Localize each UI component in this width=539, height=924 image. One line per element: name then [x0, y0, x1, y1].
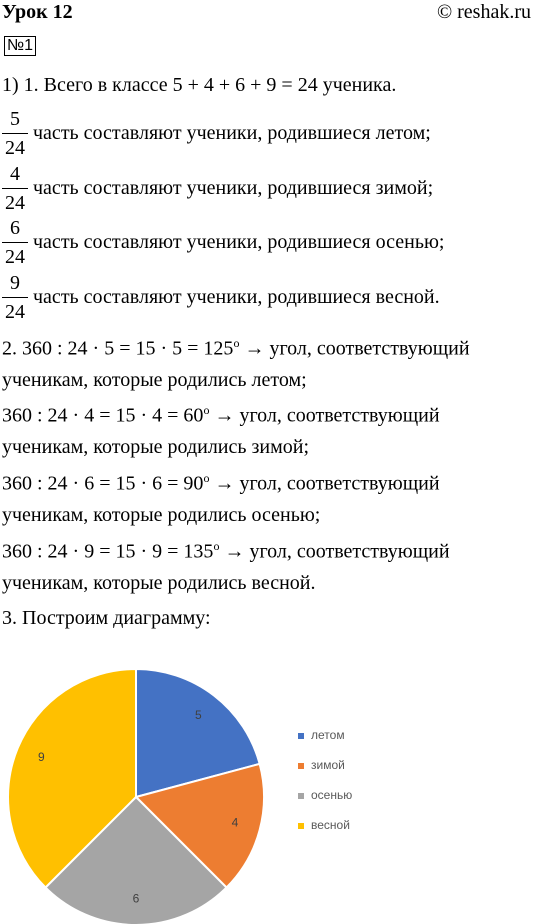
degree: o — [233, 336, 240, 350]
degree: o — [203, 471, 210, 485]
legend-swatch — [298, 823, 304, 829]
angle-text: → угол, соответствующий — [219, 540, 450, 563]
data-label: 4 — [232, 816, 239, 830]
denominator: 24 — [5, 137, 25, 159]
expression: 360 : 24 · 9 = 15 · 9 = 135 — [2, 540, 214, 563]
angle-line: 360 : 24 · 9 = 15 · 9 = 135o → угол, соо… — [2, 540, 450, 562]
legend-swatch — [298, 793, 304, 799]
data-label: 9 — [38, 750, 45, 764]
expression: 2. 360 : 24 · 5 = 15 · 5 = 125 — [2, 337, 234, 360]
fraction: 5 24 — [2, 108, 28, 160]
legend-label: летом — [311, 728, 345, 742]
fraction: 9 24 — [2, 272, 28, 324]
legend-label: зимой — [311, 758, 345, 772]
numerator: 9 — [2, 272, 28, 298]
angle-text: → угол, соответствующий — [239, 337, 470, 360]
degree: o — [213, 539, 220, 553]
legend-label: весной — [311, 818, 350, 832]
expression: 360 : 24 · 6 = 15 · 6 = 90 — [2, 472, 204, 495]
lesson-title: Урок 12 — [2, 1, 73, 23]
numerator: 5 — [2, 108, 28, 134]
fraction-text: часть составляют ученики, родившиеся осе… — [33, 231, 445, 253]
fraction: 6 24 — [2, 217, 28, 269]
task-number: №1 — [4, 36, 37, 56]
angle-next: ученикам, которые родились зимой; — [2, 436, 310, 458]
legend-swatch — [298, 763, 304, 769]
angle-line: 360 : 24 · 4 = 15 · 4 = 60o → угол, соот… — [2, 404, 440, 426]
fraction-text: часть составляют ученики, родившиеся лет… — [33, 122, 431, 144]
angle-next: ученикам, которые родились летом; — [2, 369, 307, 391]
angle-next: ученикам, которые родились осенью; — [2, 504, 321, 526]
pie-slice — [44, 795, 228, 924]
fraction-text: часть составляют ученики, родившиеся зим… — [33, 177, 434, 199]
fraction-text: часть составляют ученики, родившиеся вес… — [33, 286, 440, 308]
denominator: 24 — [5, 301, 25, 323]
legend-swatch — [298, 733, 304, 739]
source: © reshak.ru — [436, 1, 531, 23]
expression: 360 : 24 · 4 = 15 · 4 = 60 — [2, 404, 204, 427]
legend-label: осенью — [311, 788, 352, 802]
angle-line: 360 : 24 · 6 = 15 · 6 = 90o → угол, соот… — [2, 472, 440, 494]
step3: 3. Построим диаграмму: — [2, 607, 211, 629]
numerator: 6 — [2, 217, 28, 243]
angle-next: ученикам, которые родились весной. — [2, 572, 316, 594]
denominator: 24 — [5, 246, 25, 268]
data-label: 6 — [133, 892, 140, 906]
angle-text: → угол, соответствующий — [209, 472, 440, 495]
denominator: 24 — [5, 192, 25, 214]
angle-text: → угол, соответствующий — [209, 404, 440, 427]
pie-slice — [7, 667, 137, 889]
numerator: 4 — [2, 163, 28, 189]
fraction: 4 24 — [2, 163, 28, 215]
chart: 5 4 6 9 летом зимой осенью весной — [7, 667, 352, 924]
intro: 1) 1. Всего в классе 5 + 4 + 6 + 9 = 24 … — [2, 74, 397, 96]
degree: o — [203, 403, 210, 417]
pie-slice — [134, 762, 265, 889]
pie-slice — [135, 667, 261, 799]
data-label: 5 — [195, 708, 202, 722]
angle-line: 2. 360 : 24 · 5 = 15 · 5 = 125o → угол, … — [2, 337, 470, 359]
